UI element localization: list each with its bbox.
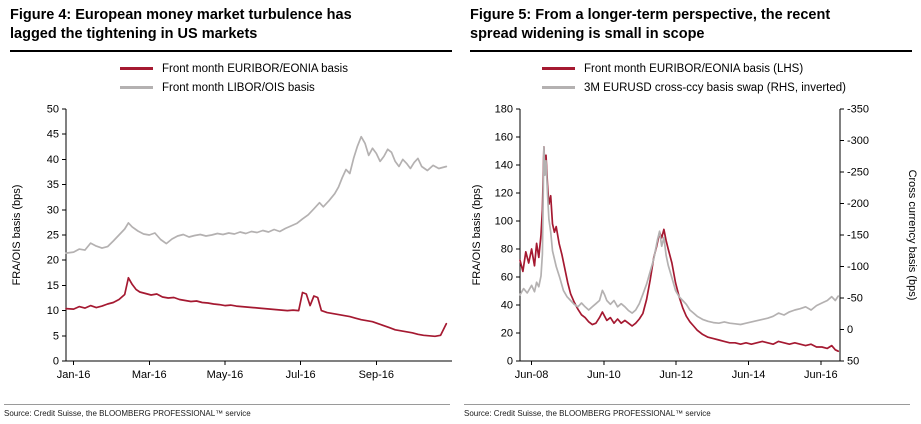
y-tick-label: 35 xyxy=(47,179,59,191)
y-tick-label: 20 xyxy=(501,328,513,340)
y-axis-label: FRA/OIS basis (bps) xyxy=(11,185,23,286)
y-tick-label-right: -300 xyxy=(847,135,869,147)
legend-label: Front month EURIBOR/EONIA basis xyxy=(162,62,348,75)
y-tick-label: 60 xyxy=(501,272,513,284)
y-tick-label: 5 xyxy=(53,331,59,343)
figure-4-panel: Figure 4: European money market turbulen… xyxy=(0,0,460,424)
figure-4-source-note: Source: Credit Suisse, the BLOOMBERG PRO… xyxy=(4,404,450,418)
y-tick-label-right: 0 xyxy=(847,324,853,336)
y-tick-label: 25 xyxy=(47,230,59,242)
y-tick-label: 100 xyxy=(495,216,513,228)
y-axis-label: FRA/OIS basis (bps) xyxy=(471,185,483,286)
y-tick-label: 20 xyxy=(47,255,59,267)
legend-item: 3M EURUSD cross-ccy basis swap (RHS, inv… xyxy=(541,78,846,97)
fig4-line-chart: 0 5 10 15 20 25 30 35 40 45 50 Jan-16 Mar-16 May-16 Ju… xyxy=(11,104,452,381)
y-tick-label-right: -350 xyxy=(847,104,869,116)
series-line-1 xyxy=(65,136,448,255)
series-line-0 xyxy=(519,146,840,353)
figure-5-title: Figure 5: From a longer-term perspective… xyxy=(470,6,912,53)
gray-line-swatch xyxy=(541,86,575,90)
legend-label: Front month EURIBOR/EONIA basis (LHS) xyxy=(583,62,804,75)
y-tick-label: 40 xyxy=(501,300,513,312)
figure-4-title: Figure 4: European money market turbulen… xyxy=(10,6,452,53)
x-tick-label: Jun-08 xyxy=(515,369,549,381)
y-tick-label: 180 xyxy=(495,104,513,116)
y-tick-label: 50 xyxy=(47,104,59,116)
y-tick-label-right: -200 xyxy=(847,198,869,210)
y-tick-label-right: -100 xyxy=(847,261,869,273)
x-tick-label: Sep-16 xyxy=(359,369,394,381)
legend-item: Front month EURIBOR/EONIA basis (LHS) xyxy=(541,59,846,78)
figure-5-source-note: Source: Credit Suisse, the BLOOMBERG PRO… xyxy=(464,404,910,418)
y-tick-label: 0 xyxy=(507,356,513,368)
y-tick-label-right: -150 xyxy=(847,230,869,242)
figure-4-legend: Front month EURIBOR/EONIA basis Front mo… xyxy=(120,59,348,97)
legend-label: 3M EURUSD cross-ccy basis swap (RHS, inv… xyxy=(583,81,846,94)
y-tick-label-right: 50 xyxy=(847,356,859,368)
y-tick-label: 10 xyxy=(47,305,59,317)
series-line-0 xyxy=(65,277,448,338)
y-tick-label: 160 xyxy=(495,132,513,144)
gray-line-swatch xyxy=(120,86,153,90)
y-tick-label-right: -50 xyxy=(847,293,863,305)
x-tick-label: Jul-16 xyxy=(286,369,316,381)
y-tick-label: 0 xyxy=(53,356,59,368)
figure-5-legend: Front month EURIBOR/EONIA basis (LHS) 3M… xyxy=(541,59,846,97)
right-axis-label: Cross currency basis (bps) xyxy=(906,170,918,301)
y-tick-label: 120 xyxy=(495,188,513,200)
x-tick-label: Jun-12 xyxy=(659,369,693,381)
red-line-swatch xyxy=(120,67,153,71)
x-tick-label: Jun-10 xyxy=(587,369,621,381)
series-line-1 xyxy=(519,146,840,326)
x-tick-label: Mar-16 xyxy=(132,369,167,381)
x-tick-label: May-16 xyxy=(207,369,244,381)
y-tick-label: 140 xyxy=(495,160,513,172)
figure-5-panel: Figure 5: From a longer-term perspective… xyxy=(460,0,920,424)
red-line-swatch xyxy=(541,67,575,71)
x-tick-label: Jun-16 xyxy=(804,369,838,381)
y-tick-label: 80 xyxy=(501,244,513,256)
fig5-line-chart: 0 20 40 60 80 100 120 140 160 180 -350 -300 -250 -200… xyxy=(471,104,918,382)
y-tick-label-right: -250 xyxy=(847,167,869,179)
legend-item: Front month EURIBOR/EONIA basis xyxy=(120,59,348,78)
x-tick-label: Jan-16 xyxy=(57,369,91,381)
y-tick-label: 40 xyxy=(47,154,59,166)
y-tick-label: 15 xyxy=(47,280,59,292)
legend-item: Front month LIBOR/OIS basis xyxy=(120,78,348,97)
y-tick-label: 30 xyxy=(47,205,59,217)
legend-label: Front month LIBOR/OIS basis xyxy=(162,81,315,94)
x-tick-label: Jun-14 xyxy=(732,369,766,381)
y-tick-label: 45 xyxy=(47,129,59,141)
